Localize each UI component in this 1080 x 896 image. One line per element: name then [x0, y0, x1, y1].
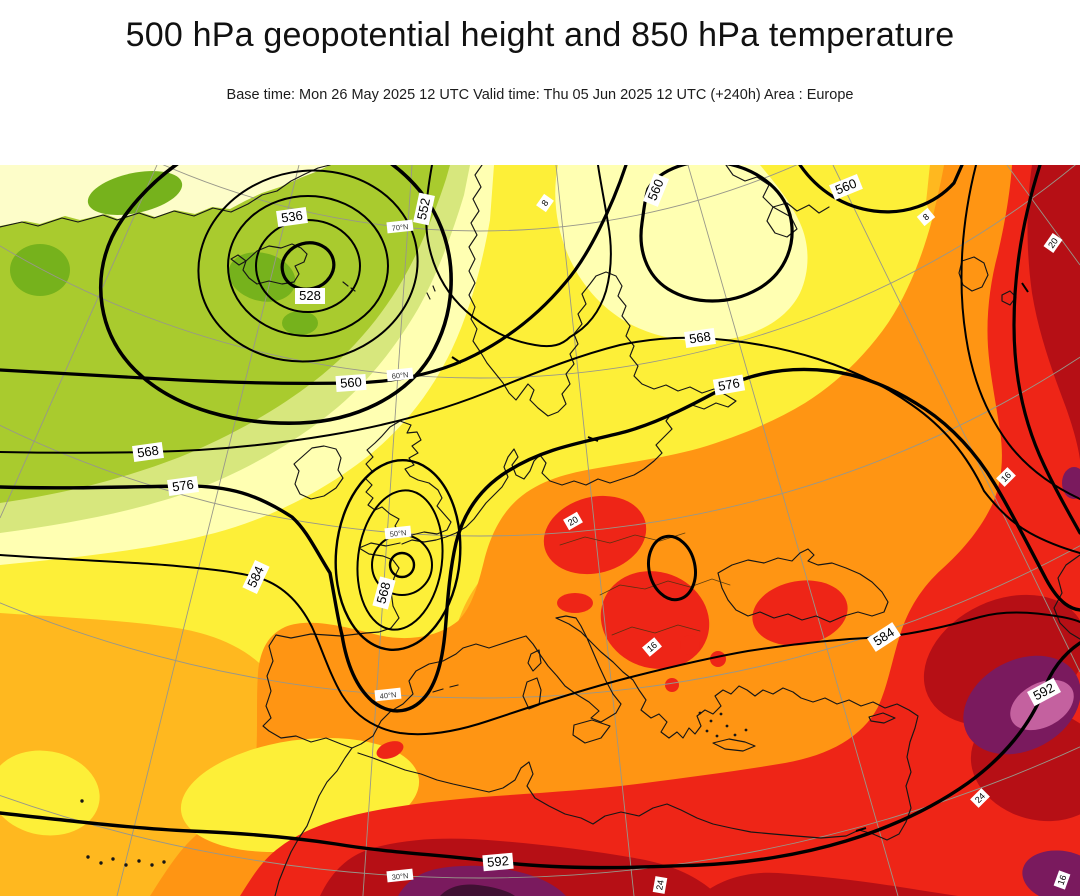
svg-text:16: 16: [645, 640, 659, 654]
temperature-shading: [0, 165, 1080, 896]
svg-text:16: 16: [1056, 874, 1069, 887]
contour-label: 560: [335, 373, 367, 393]
svg-text:528: 528: [299, 288, 321, 303]
temperature-label: 16: [996, 467, 1016, 487]
svg-text:50°N: 50°N: [389, 528, 407, 539]
contour-label: 584: [242, 560, 270, 594]
weather-map: 528 536 552 560 560 560 568 568 568 576 …: [0, 165, 1080, 896]
svg-text:8: 8: [921, 212, 931, 223]
svg-text:24: 24: [654, 879, 666, 891]
chart-subtitle: Base time: Mon 26 May 2025 12 UTC Valid …: [226, 87, 854, 103]
contour-label: 568: [132, 441, 164, 463]
latitude-label: 30°N: [386, 868, 414, 883]
temperature-label: 24: [970, 788, 990, 808]
svg-text:576: 576: [717, 375, 741, 394]
svg-text:8: 8: [539, 198, 550, 208]
svg-text:70°N: 70°N: [391, 222, 409, 233]
temperature-label: 24: [652, 876, 668, 894]
latitude-label: 50°N: [384, 525, 412, 540]
temperature-label: 8: [916, 207, 936, 227]
svg-text:568: 568: [373, 580, 393, 605]
latitude-label: 60°N: [386, 367, 414, 382]
latitude-label: 70°N: [386, 219, 414, 234]
svg-text:60°N: 60°N: [391, 370, 409, 381]
contour-label: 560: [829, 173, 863, 201]
contour-label: 592: [1027, 677, 1061, 707]
contour-label: 576: [167, 475, 199, 497]
svg-text:576: 576: [171, 477, 195, 495]
contour-label: 576: [712, 374, 746, 396]
latitude-label: 40°N: [374, 687, 402, 702]
temperature-label: 16: [642, 637, 662, 657]
contour-label: 568: [372, 576, 396, 610]
contour-label: 592: [482, 852, 514, 872]
temperature-label: 20: [1043, 233, 1063, 253]
temperature-label: 20: [563, 511, 583, 531]
temperature-label: 16: [1053, 870, 1071, 890]
temperature-label: 8: [536, 193, 554, 213]
coastlines: [0, 165, 1080, 896]
svg-text:30°N: 30°N: [391, 871, 409, 882]
svg-text:40°N: 40°N: [379, 690, 397, 701]
svg-text:20: 20: [566, 514, 580, 528]
map-canvas: 528 536 552 560 560 560 568 568 568 576 …: [0, 165, 1080, 896]
latitude-labels: 70°N 60°N 50°N 40°N 30°N: [374, 219, 414, 883]
contour-tick: [451, 282, 1029, 832]
graticule: [0, 165, 1080, 896]
svg-text:552: 552: [414, 197, 433, 221]
svg-text:592: 592: [486, 853, 509, 870]
contour-label: 552: [413, 192, 435, 226]
contour-label: 568: [684, 327, 716, 349]
contour-labels: 528 536 552 560 560 560 568 568 568 576 …: [132, 173, 1061, 872]
contour-label: 536: [276, 206, 308, 228]
svg-text:568: 568: [136, 443, 160, 461]
page-title: 500 hPa geopotential height and 850 hPa …: [125, 16, 955, 54]
svg-text:536: 536: [280, 208, 304, 226]
svg-text:568: 568: [688, 329, 712, 347]
svg-text:20: 20: [1046, 236, 1060, 250]
temperature-labels: 8 8 20 16 20 16 24 24 16: [536, 193, 1071, 894]
contour-label: 528: [295, 288, 325, 304]
contour-label: 560: [642, 173, 670, 207]
svg-text:560: 560: [340, 374, 363, 390]
